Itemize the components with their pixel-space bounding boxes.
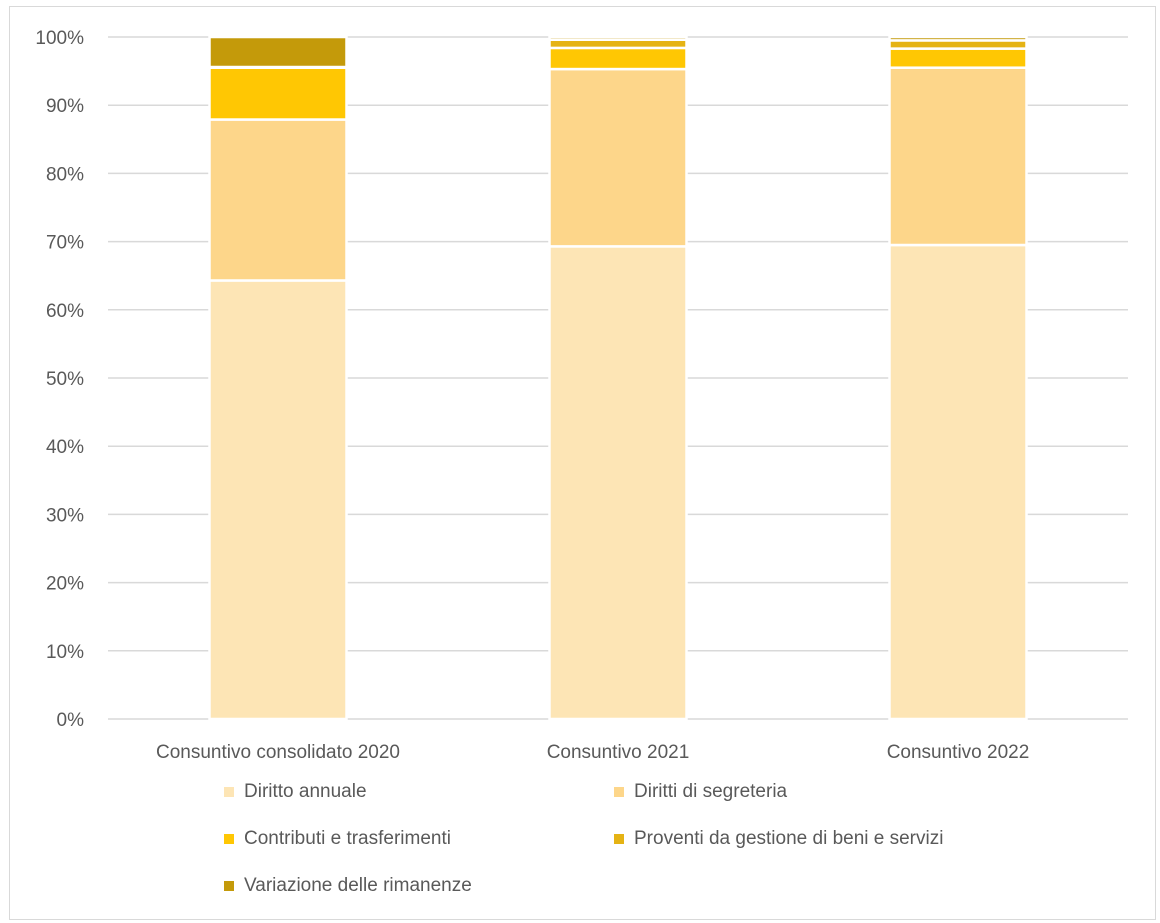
bar-segment (208, 66, 348, 121)
bar-segment (548, 67, 688, 248)
legend-swatch (224, 787, 234, 797)
legend-item: Variazione delle rimanenze (224, 875, 472, 897)
legend-swatch (224, 881, 234, 891)
y-tick-label: 40% (46, 437, 84, 458)
chart-frame: 0% 10% 20% 30% 40% 50% 60% 70% 80% 90% 100% Consun… (9, 6, 1156, 920)
y-tick-label: 90% (46, 96, 84, 117)
y-tick-label: 70% (46, 233, 84, 254)
y-axis-tick-labels: 0% 10% 20% 30% 40% 50% 60% 70% 80% 90% 100% (35, 28, 84, 731)
bars (208, 35, 1028, 721)
legend-swatch (224, 834, 234, 844)
legend-item: Proventi da gestione di beni e servizi (614, 828, 943, 850)
x-category-label: Consuntivo consolidato 2020 (156, 742, 400, 763)
legend-item: Contributi e trasferimenti (224, 828, 451, 850)
x-category-label: Consuntivo 2022 (887, 742, 1030, 763)
stacked-bar-chart: 0% 10% 20% 30% 40% 50% 60% 70% 80% 90% 100% Consun… (35, 28, 1128, 763)
bar-segment (208, 35, 348, 69)
legend-item: Diritti di segreteria (614, 781, 787, 803)
legend-swatch (614, 834, 624, 844)
legend-label: Diritti di segreteria (634, 781, 788, 802)
bar-segment (548, 46, 688, 71)
y-tick-label: 60% (46, 301, 84, 322)
y-tick-label: 20% (46, 574, 84, 595)
y-tick-label: 80% (46, 164, 84, 185)
legend-label: Contributi e trasferimenti (244, 828, 451, 849)
y-tick-label: 100% (35, 28, 84, 49)
y-tick-label: 0% (57, 710, 85, 731)
y-tick-label: 30% (46, 505, 84, 526)
legend-label: Diritto annuale (244, 781, 367, 802)
bar-segment (888, 66, 1028, 247)
bar-segment (548, 245, 688, 721)
legend-label: Variazione delle rimanenze (244, 875, 472, 896)
legend-label: Proventi da gestione di beni e servizi (634, 828, 944, 849)
bar-segment (208, 118, 348, 282)
bar-segment (888, 35, 1028, 42)
y-tick-label: 50% (46, 369, 84, 390)
bar-segment (208, 279, 348, 721)
x-category-label: Consuntivo 2021 (547, 742, 690, 763)
legend-swatch (614, 787, 624, 797)
bar-segment (888, 243, 1028, 721)
bar-segment (888, 47, 1028, 69)
y-tick-label: 10% (46, 642, 84, 663)
legend-item: Diritto annuale (224, 781, 367, 803)
x-axis-category-labels: Consuntivo consolidato 2020 Consuntivo 20… (156, 742, 1029, 763)
bar-segment (548, 35, 688, 41)
